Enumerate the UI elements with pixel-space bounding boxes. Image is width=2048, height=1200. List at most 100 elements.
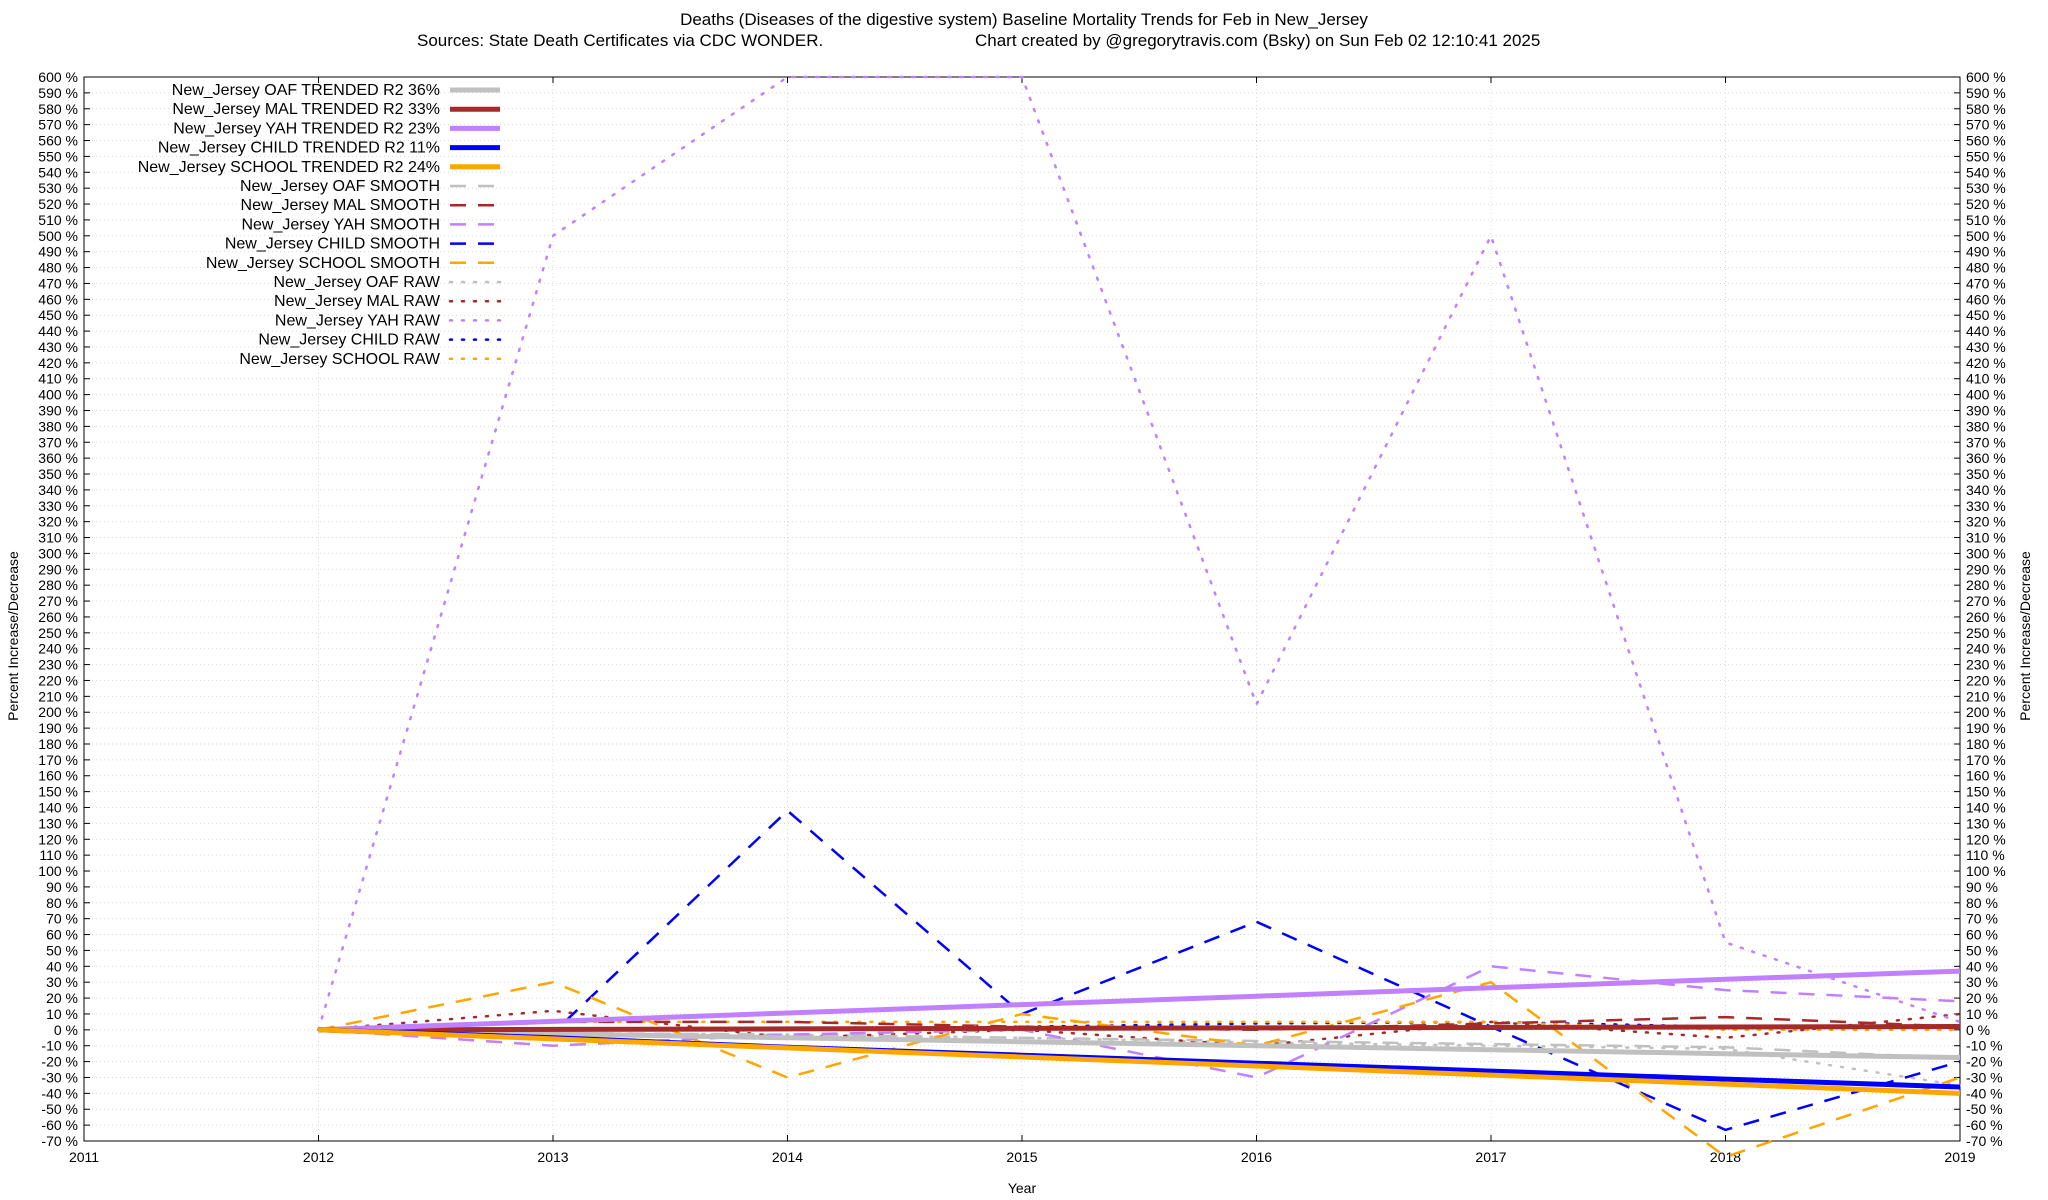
x-tick-label: 2013 [537,1149,568,1165]
y-tick-label-right: 380 % [1966,418,2006,434]
y-tick-label-left: 600 % [38,69,78,85]
y-tick-label-left: 90 % [46,879,78,895]
y-tick-label-right: 220 % [1966,672,2006,688]
y-tick-label-right: -40 % [1966,1085,2003,1101]
y-tick-label-left: 130 % [38,815,78,831]
y-tick-label-left: 550 % [38,148,78,164]
y-tick-label-left: -10 % [41,1038,78,1054]
y-tick-label-right: 430 % [1966,339,2006,355]
y-tick-label-left: -50 % [41,1101,78,1117]
y-tick-label-left: 470 % [38,275,78,291]
y-tick-label-left: 30 % [46,974,78,990]
legend-label: New_Jersey OAF SMOOTH [240,178,440,195]
y-tick-label-right: 240 % [1966,641,2006,657]
y-tick-label-right: 30 % [1966,974,1998,990]
legend-label: New_Jersey YAH TRENDED R2 23% [173,120,440,137]
y-tick-label-right: 580 % [1966,101,2006,117]
y-tick-label-right: 110 % [1966,847,2005,863]
legend-label: New_Jersey SCHOOL TRENDED R2 24% [138,159,440,176]
y-tick-label-left: 400 % [38,387,78,403]
y-tick-label-right: 260 % [1966,609,2006,625]
series-line: New_Jersey YAH SMOOTH [318,965,1961,1079]
series-line: New_Jersey OAF SMOOTH [318,1028,1961,1060]
y-tick-label-left: 580 % [38,101,78,117]
y-tick-label-left: 570 % [38,117,78,133]
y-tick-label-left: 340 % [38,482,78,498]
y-tick-label-right: 200 % [1966,704,2006,720]
y-tick-label-left: 220 % [38,672,78,688]
y-tick-label-left: 190 % [38,720,78,736]
y-tick-label-left: 120 % [38,831,78,847]
y-tick-label-left: 540 % [38,164,78,180]
y-tick-label-right: 250 % [1966,625,2006,641]
legend-label: New_Jersey CHILD RAW [258,332,441,349]
y-tick-label-left: 60 % [46,927,78,943]
y-tick-label-right: 280 % [1966,577,2006,593]
y-tick-label-left: 280 % [38,577,78,593]
y-tick-label-right: 400 % [1966,387,2006,403]
y-tick-label-left: 70 % [46,911,78,927]
y-tick-label-left: 270 % [38,593,78,609]
x-tick-label: 2019 [1944,1149,1975,1165]
y-tick-label-left: 410 % [38,371,78,387]
y-tick-label-right: 390 % [1966,402,2006,418]
x-axis-label: Year [1008,1180,1037,1196]
y-tick-label-right: 190 % [1966,720,2006,736]
y-axis-label-right: Percent Increase/Decrease [2017,551,2033,721]
y-tick-label-right: -50 % [1966,1101,2003,1117]
y-tick-label-left: 230 % [38,657,78,673]
y-tick-label-left: -40 % [41,1085,78,1101]
y-tick-label-left: 10 % [46,1006,78,1022]
legend-label: New_Jersey CHILD SMOOTH [225,236,440,253]
y-tick-label-right: 510 % [1966,212,2006,228]
y-tick-label-right: 460 % [1966,291,2006,307]
y-tick-label-right: 440 % [1966,323,2006,339]
y-tick-label-right: 560 % [1966,133,2006,149]
y-tick-label-right: 230 % [1966,657,2006,673]
y-tick-label-right: 180 % [1966,736,2006,752]
series-line: New_Jersey YAH RAW [317,75,1962,1032]
y-tick-label-right: 520 % [1966,196,2006,212]
y-tick-label-right: 70 % [1966,911,1998,927]
series-line: New_Jersey CHILD SMOOTH [318,809,1961,1132]
y-tick-label-left: 180 % [38,736,78,752]
x-tick-label: 2016 [1241,1149,1272,1165]
x-tick-label: 2017 [1475,1149,1506,1165]
y-tick-label-right: -20 % [1966,1054,2003,1070]
y-tick-label-right: 130 % [1966,815,2006,831]
y-tick-label-right: 270 % [1966,593,2006,609]
y-tick-label-left: 510 % [38,212,78,228]
y-tick-label-left: 490 % [38,244,78,260]
legend-label: New_Jersey OAF TRENDED R2 36% [172,82,440,99]
y-tick-label-left: 170 % [38,752,78,768]
y-tick-label-right: 330 % [1966,498,2006,514]
y-tick-label-left: 350 % [38,466,78,482]
y-tick-label-right: 90 % [1966,879,1998,895]
y-tick-label-left: -60 % [41,1117,78,1133]
y-axis-label-left: Percent Increase/Decrease [5,551,21,721]
x-tick-label: 2012 [303,1149,334,1165]
y-tick-label-left: 80 % [46,895,78,911]
x-tick-label: 2015 [1006,1149,1037,1165]
y-tick-label-right: 410 % [1966,371,2006,387]
y-tick-label-right: -30 % [1966,1069,2003,1085]
y-tick-label-left: 320 % [38,514,78,530]
y-tick-label-left: 520 % [38,196,78,212]
y-tick-label-left: 430 % [38,339,78,355]
y-tick-label-right: 600 % [1966,69,2006,85]
legend-label: New_Jersey MAL TRENDED R2 33% [172,101,440,118]
y-tick-label-left: 300 % [38,545,78,561]
y-tick-label-left: 380 % [38,418,78,434]
y-tick-label-right: 450 % [1966,307,2006,323]
y-tick-label-right: 310 % [1966,530,2006,546]
legend-label: New_Jersey SCHOOL SMOOTH [206,255,440,272]
y-tick-label-right: 480 % [1966,260,2006,276]
series-line: New_Jersey OAF TRENDED R2 36% [318,1027,1961,1061]
y-tick-label-right: 590 % [1966,85,2006,101]
y-tick-label-left: 450 % [38,307,78,323]
y-tick-label-right: 300 % [1966,545,2006,561]
y-tick-label-left: 20 % [46,990,78,1006]
